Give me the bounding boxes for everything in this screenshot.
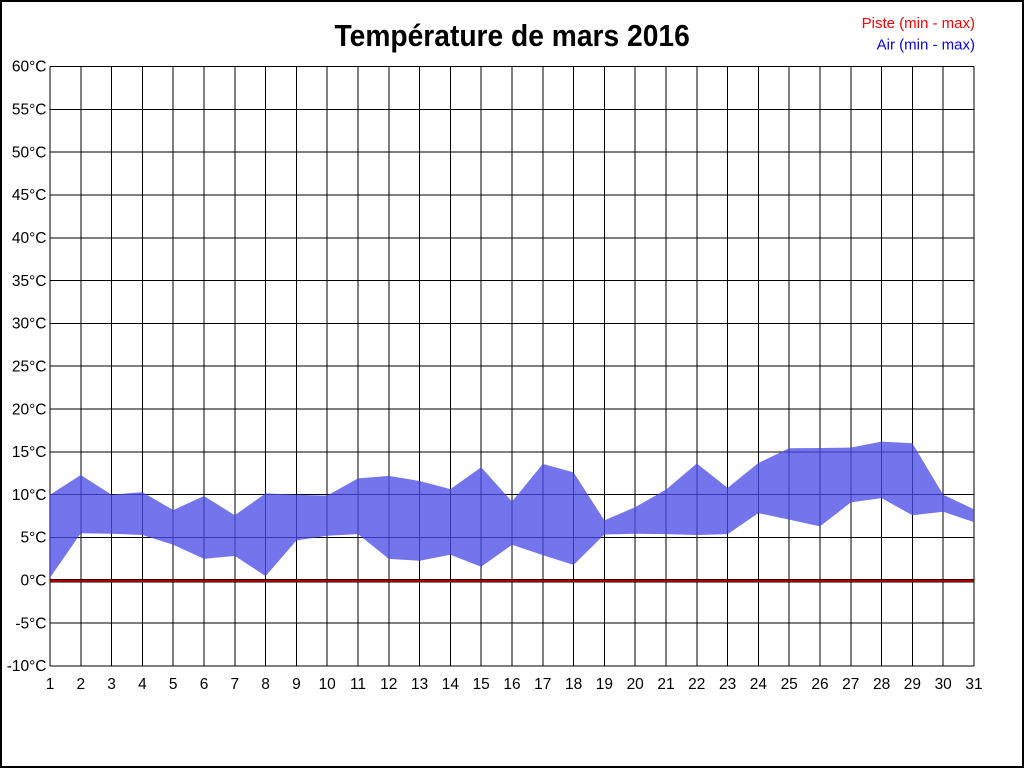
svg-text:17: 17: [534, 676, 551, 693]
svg-text:25°C: 25°C: [12, 358, 47, 375]
svg-text:Piste (min - max): Piste (min - max): [862, 15, 975, 32]
svg-text:19: 19: [596, 676, 613, 693]
svg-text:29: 29: [904, 676, 921, 693]
svg-text:-5°C: -5°C: [15, 615, 46, 632]
svg-text:20°C: 20°C: [12, 401, 47, 418]
svg-text:10°C: 10°C: [12, 487, 47, 504]
svg-text:9: 9: [292, 676, 301, 693]
svg-text:45°C: 45°C: [12, 187, 47, 204]
svg-text:50°C: 50°C: [12, 144, 47, 161]
svg-text:Température de mars 2016: Température de mars 2016: [335, 19, 690, 54]
svg-text:13: 13: [411, 676, 428, 693]
svg-text:7: 7: [230, 676, 239, 693]
svg-text:60°C: 60°C: [12, 59, 47, 76]
svg-text:16: 16: [503, 676, 520, 693]
svg-text:30°C: 30°C: [12, 316, 47, 333]
svg-text:23: 23: [719, 676, 736, 693]
svg-text:5: 5: [169, 676, 178, 693]
svg-text:30: 30: [935, 676, 953, 693]
svg-text:15°C: 15°C: [12, 444, 47, 461]
svg-text:28: 28: [873, 676, 890, 693]
svg-text:1: 1: [46, 676, 55, 693]
svg-text:-10°C: -10°C: [7, 658, 47, 675]
svg-text:27: 27: [842, 676, 859, 693]
svg-text:6: 6: [200, 676, 209, 693]
svg-text:35°C: 35°C: [12, 273, 47, 290]
svg-text:15: 15: [473, 676, 490, 693]
svg-text:18: 18: [565, 676, 582, 693]
svg-text:0°C: 0°C: [20, 573, 46, 590]
svg-text:12: 12: [380, 676, 397, 693]
svg-text:Air (min - max): Air (min - max): [877, 37, 975, 54]
svg-text:24: 24: [750, 676, 768, 693]
svg-text:22: 22: [688, 676, 705, 693]
svg-text:4: 4: [138, 676, 147, 693]
svg-text:55°C: 55°C: [12, 102, 47, 119]
svg-text:25: 25: [781, 676, 798, 693]
svg-text:26: 26: [811, 676, 828, 693]
svg-text:2: 2: [76, 676, 85, 693]
svg-text:5°C: 5°C: [20, 530, 46, 547]
svg-text:10: 10: [319, 676, 337, 693]
svg-text:21: 21: [657, 676, 674, 693]
svg-text:14: 14: [442, 676, 460, 693]
svg-text:8: 8: [261, 676, 270, 693]
svg-text:3: 3: [107, 676, 116, 693]
svg-text:20: 20: [627, 676, 645, 693]
svg-text:11: 11: [350, 676, 366, 693]
svg-text:31: 31: [965, 676, 982, 693]
svg-text:40°C: 40°C: [12, 230, 47, 247]
